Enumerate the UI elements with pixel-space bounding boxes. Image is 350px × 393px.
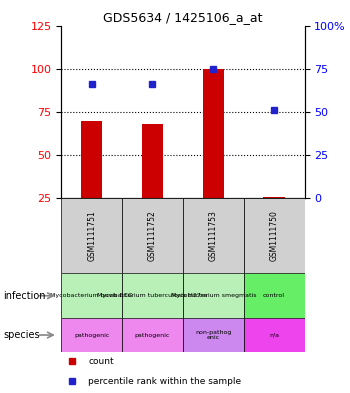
Bar bbox=[203, 69, 224, 198]
Bar bbox=[244, 273, 304, 318]
Bar bbox=[142, 124, 163, 198]
Bar bbox=[183, 318, 244, 352]
Bar bbox=[244, 198, 304, 273]
Bar bbox=[122, 273, 183, 318]
Text: GSM1111752: GSM1111752 bbox=[148, 210, 157, 261]
Title: GDS5634 / 1425106_a_at: GDS5634 / 1425106_a_at bbox=[103, 11, 262, 24]
Text: count: count bbox=[88, 357, 114, 366]
Text: non-pathog
enic: non-pathog enic bbox=[195, 330, 231, 340]
Text: species: species bbox=[4, 330, 40, 340]
Bar bbox=[122, 318, 183, 352]
Bar bbox=[264, 197, 285, 198]
Text: Mycobacterium bovis BCG: Mycobacterium bovis BCG bbox=[50, 293, 133, 298]
Text: GSM1111751: GSM1111751 bbox=[87, 210, 96, 261]
Text: Mycobacterium tuberculosis H37ra: Mycobacterium tuberculosis H37ra bbox=[97, 293, 208, 298]
Bar bbox=[122, 198, 183, 273]
Text: control: control bbox=[263, 293, 285, 298]
Text: GSM1111753: GSM1111753 bbox=[209, 210, 218, 261]
Bar bbox=[61, 198, 122, 273]
Bar bbox=[61, 318, 122, 352]
Bar bbox=[81, 121, 102, 198]
Text: n/a: n/a bbox=[269, 332, 279, 338]
Bar bbox=[244, 318, 304, 352]
Text: pathogenic: pathogenic bbox=[135, 332, 170, 338]
Text: pathogenic: pathogenic bbox=[74, 332, 109, 338]
Text: percentile rank within the sample: percentile rank within the sample bbox=[88, 377, 242, 386]
Bar bbox=[183, 198, 244, 273]
Text: infection: infection bbox=[4, 291, 46, 301]
Text: Mycobacterium smegmatis: Mycobacterium smegmatis bbox=[170, 293, 256, 298]
Bar bbox=[183, 273, 244, 318]
Text: GSM1111750: GSM1111750 bbox=[270, 210, 279, 261]
Bar bbox=[61, 273, 122, 318]
